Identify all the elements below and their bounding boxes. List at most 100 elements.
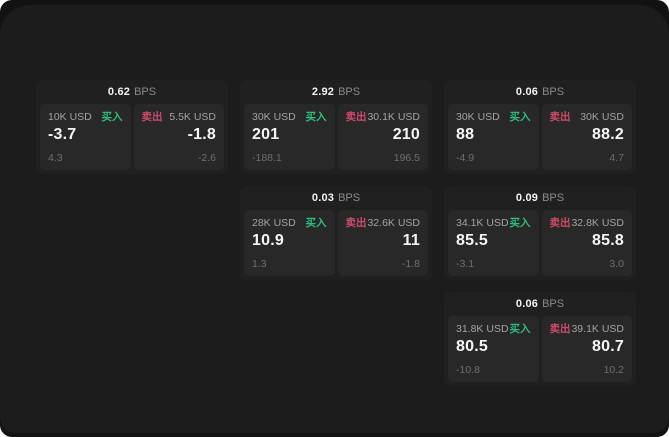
buy-side-label: 买入 <box>509 217 531 229</box>
spread-value: 0.62 <box>107 86 131 98</box>
spread-header: 0.06 BPS <box>448 292 632 316</box>
sell-size: 32.8K USD <box>571 217 624 229</box>
sell-delta: 3.0 <box>609 258 624 270</box>
buy-delta: -3.1 <box>456 258 475 270</box>
buy-price: -3.7 <box>48 126 77 143</box>
sell-delta: 196.5 <box>393 152 420 164</box>
bps-label: BPS <box>542 86 565 98</box>
buy-side-label: 买入 <box>305 217 327 229</box>
buy-size: 31.8K USD <box>456 323 509 335</box>
sell-price: 88.2 <box>592 126 624 143</box>
spread-value: 2.92 <box>311 86 335 98</box>
sell-quote-tile[interactable]: 卖出 30.1K USD 210 196.5 <box>337 104 428 170</box>
buy-size: 34.1K USD <box>456 217 509 229</box>
spread-value: 0.06 <box>515 298 539 310</box>
sell-price: 11 <box>402 232 420 249</box>
sell-side-label: 卖出 <box>345 217 367 229</box>
buy-size: 10K USD <box>48 111 92 123</box>
quote-tiles: 30K USD 买入 201 -188.1 卖出 30.1K USD 210 1… <box>244 104 428 170</box>
buy-tile-header: 31.8K USD 买入 <box>456 323 531 336</box>
quote-card: 0.62 BPS 10K USD 买入 -3.7 4.3 卖出 5.5K USD… <box>36 80 228 174</box>
bps-label: BPS <box>134 86 157 98</box>
sell-size: 5.5K USD <box>169 111 216 123</box>
buy-side-label: 买入 <box>305 111 327 123</box>
buy-quote-tile[interactable]: 31.8K USD 买入 80.5 -10.8 <box>448 316 539 382</box>
buy-tile-header: 30K USD 买入 <box>252 111 327 124</box>
buy-tile-header: 10K USD 买入 <box>48 111 123 124</box>
sell-quote-tile[interactable]: 卖出 5.5K USD -1.8 -2.6 <box>133 104 224 170</box>
buy-delta: -10.8 <box>456 364 480 376</box>
buy-delta: -188.1 <box>252 152 282 164</box>
sell-size: 30.1K USD <box>367 111 420 123</box>
sell-price: 85.8 <box>592 232 624 249</box>
sell-quote-tile[interactable]: 卖出 30K USD 88.2 4.7 <box>541 104 632 170</box>
buy-quote-tile[interactable]: 10K USD 买入 -3.7 4.3 <box>40 104 131 170</box>
quote-tiles: 10K USD 买入 -3.7 4.3 卖出 5.5K USD -1.8 -2.… <box>40 104 224 170</box>
buy-quote-tile[interactable]: 30K USD 买入 88 -4.9 <box>448 104 539 170</box>
buy-price: 88 <box>456 126 475 143</box>
sell-delta: -1.8 <box>401 258 420 270</box>
buy-side-label: 买入 <box>509 323 531 335</box>
sell-delta: 10.2 <box>603 364 624 376</box>
bps-label: BPS <box>542 298 565 310</box>
sell-side-label: 卖出 <box>141 111 163 123</box>
sell-side-label: 卖出 <box>549 323 571 335</box>
sell-price: -1.8 <box>187 126 216 143</box>
sell-price: 80.7 <box>592 338 624 355</box>
sell-delta: -2.6 <box>197 152 216 164</box>
buy-quote-tile[interactable]: 28K USD 买入 10.9 1.3 <box>244 210 335 276</box>
sell-quote-tile[interactable]: 卖出 39.1K USD 80.7 10.2 <box>541 316 632 382</box>
sell-price: 210 <box>392 126 420 143</box>
spread-header: 0.03 BPS <box>244 186 428 210</box>
spread-value: 0.09 <box>515 192 539 204</box>
quote-card: 2.92 BPS 30K USD 买入 201 -188.1 卖出 30.1K … <box>240 80 432 174</box>
buy-price: 10.9 <box>252 232 284 249</box>
quote-tiles: 31.8K USD 买入 80.5 -10.8 卖出 39.1K USD 80.… <box>448 316 632 382</box>
buy-size: 30K USD <box>252 111 296 123</box>
bps-label: BPS <box>338 86 361 98</box>
spread-header: 0.62 BPS <box>40 80 224 104</box>
bps-label: BPS <box>338 192 361 204</box>
sell-side-label: 卖出 <box>549 217 571 229</box>
buy-delta: 1.3 <box>252 258 267 270</box>
sell-tile-header: 卖出 30K USD <box>550 111 625 124</box>
sell-tile-header: 卖出 5.5K USD <box>142 111 217 124</box>
sell-tile-header: 卖出 32.8K USD <box>550 217 625 230</box>
buy-tile-header: 34.1K USD 买入 <box>456 217 531 230</box>
bps-label: BPS <box>542 192 565 204</box>
sell-size: 30K USD <box>580 111 624 123</box>
quote-card: 0.09 BPS 34.1K USD 买入 85.5 -3.1 卖出 32.8K… <box>444 186 636 280</box>
spread-header: 2.92 BPS <box>244 80 428 104</box>
buy-tile-header: 28K USD 买入 <box>252 217 327 230</box>
sell-size: 39.1K USD <box>571 323 624 335</box>
sell-quote-tile[interactable]: 卖出 32.8K USD 85.8 3.0 <box>541 210 632 276</box>
sell-tile-header: 卖出 32.6K USD <box>346 217 421 230</box>
buy-quote-tile[interactable]: 30K USD 买入 201 -188.1 <box>244 104 335 170</box>
buy-size: 28K USD <box>252 217 296 229</box>
sell-delta: 4.7 <box>609 152 624 164</box>
quote-card: 0.06 BPS 31.8K USD 买入 80.5 -10.8 卖出 39.1… <box>444 292 636 386</box>
quote-card: 0.06 BPS 30K USD 买入 88 -4.9 卖出 30K USD 8… <box>444 80 636 174</box>
buy-delta: -4.9 <box>456 152 475 164</box>
quote-card: 0.03 BPS 28K USD 买入 10.9 1.3 卖出 32.6K US… <box>240 186 432 280</box>
buy-quote-tile[interactable]: 34.1K USD 买入 85.5 -3.1 <box>448 210 539 276</box>
buy-price: 80.5 <box>456 338 488 355</box>
buy-delta: 4.3 <box>48 152 63 164</box>
spread-value: 0.03 <box>311 192 335 204</box>
quote-tiles: 34.1K USD 买入 85.5 -3.1 卖出 32.8K USD 85.8… <box>448 210 632 276</box>
quote-tiles: 28K USD 买入 10.9 1.3 卖出 32.6K USD 11 -1.8 <box>244 210 428 276</box>
buy-price: 85.5 <box>456 232 488 249</box>
spread-value: 0.06 <box>515 86 539 98</box>
sell-side-label: 卖出 <box>345 111 367 123</box>
quote-tiles: 30K USD 买入 88 -4.9 卖出 30K USD 88.2 4.7 <box>448 104 632 170</box>
spread-header: 0.09 BPS <box>448 186 632 210</box>
sell-tile-header: 卖出 30.1K USD <box>346 111 421 124</box>
sell-size: 32.6K USD <box>367 217 420 229</box>
buy-side-label: 买入 <box>509 111 531 123</box>
buy-side-label: 买入 <box>101 111 123 123</box>
sell-tile-header: 卖出 39.1K USD <box>550 323 625 336</box>
sell-quote-tile[interactable]: 卖出 32.6K USD 11 -1.8 <box>337 210 428 276</box>
buy-tile-header: 30K USD 买入 <box>456 111 531 124</box>
buy-price: 201 <box>252 126 280 143</box>
